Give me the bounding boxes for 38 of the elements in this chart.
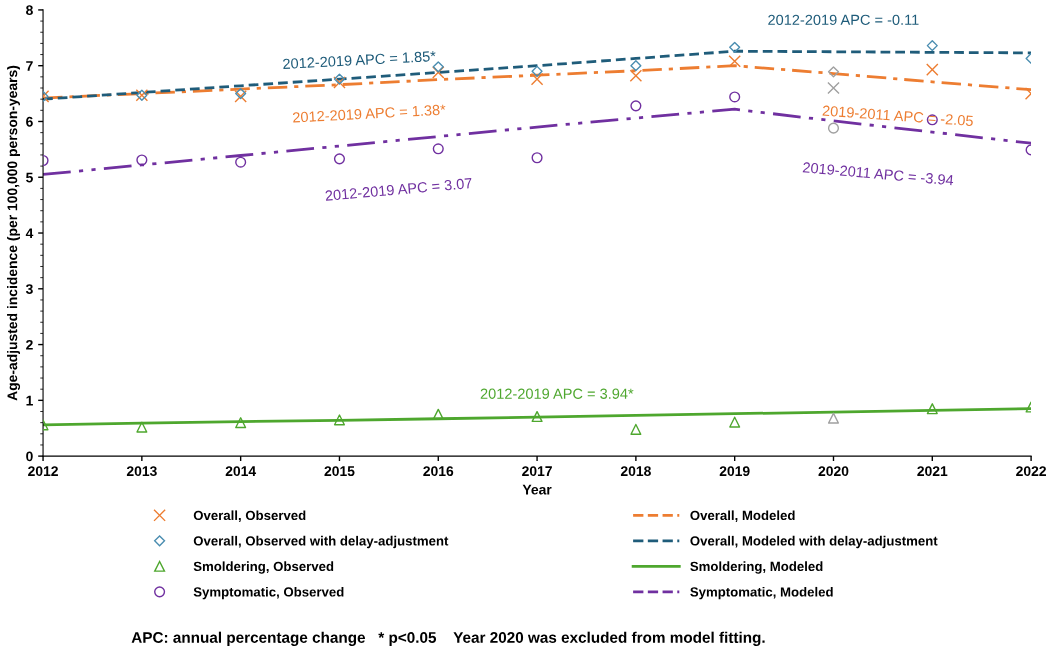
annotation: 2012-2019 APC = -0.11 <box>768 14 919 25</box>
y-tick-label: 4 <box>25 228 34 239</box>
x-axis-title: Year <box>522 484 552 495</box>
y-axis-title: Age-adjusted incidence (per 100,000 person-years) <box>7 65 21 401</box>
legend-label: Smoldering, Modeled <box>690 561 823 574</box>
y-tick-label: 3 <box>25 284 33 294</box>
y-tick-label: 7 <box>26 61 33 71</box>
x-tick-label: 2016 <box>423 466 454 477</box>
y-tick-label: 1 <box>26 395 33 406</box>
legend-label: Symptomatic, Modeled <box>690 586 833 600</box>
x-tick-label: 2017 <box>522 466 552 477</box>
y-tick-label: 0 <box>26 451 33 462</box>
annotation: 2012-2019 APC = 3.94* <box>480 388 634 399</box>
legend-label: Overall, Observed with delay-adjustment <box>193 535 449 549</box>
y-tick-label: 6 <box>26 116 33 127</box>
x-tick-label: 2015 <box>324 466 355 477</box>
legend-label: Smoldering, Observed <box>193 561 334 574</box>
x-tick-label: 2021 <box>917 466 948 477</box>
x-tick-label: 2020 <box>818 466 849 477</box>
x-tick-label: 2022 <box>1016 466 1046 477</box>
x-tick-label: 2013 <box>126 466 157 477</box>
annotation: 2019-2011 APC = -3.94 <box>802 162 954 186</box>
x-tick-label: 2014 <box>225 466 257 477</box>
legend-label: Overall, Observed <box>193 510 306 522</box>
y-tick-label: 8 <box>26 5 33 16</box>
annotation: 2012-2019 APC = 3.07 <box>325 177 473 201</box>
y-tick-label: 5 <box>26 172 33 183</box>
x-tick-label: 2019 <box>719 466 750 477</box>
legend-label: Overall, Modeled with delay-adjustment <box>690 535 938 549</box>
text: APC: annual percentage change * p<0.05 Year 2020 was excluded from model fitting. <box>131 631 765 646</box>
x-tick-label: 2018 <box>620 466 651 477</box>
legend-label: Symptomatic, Observed <box>193 586 344 600</box>
legend-label: Overall, Modeled <box>690 510 795 522</box>
y-tick-label: 2 <box>26 339 33 350</box>
x-tick-label: 2012 <box>28 466 58 477</box>
annotation: 2019-2011 APC = -2.05 <box>822 105 974 127</box>
annotation: 2012-2019 APC = 1.85* <box>282 50 436 70</box>
annotation: 2012-2019 APC = 1.38* <box>292 104 446 123</box>
